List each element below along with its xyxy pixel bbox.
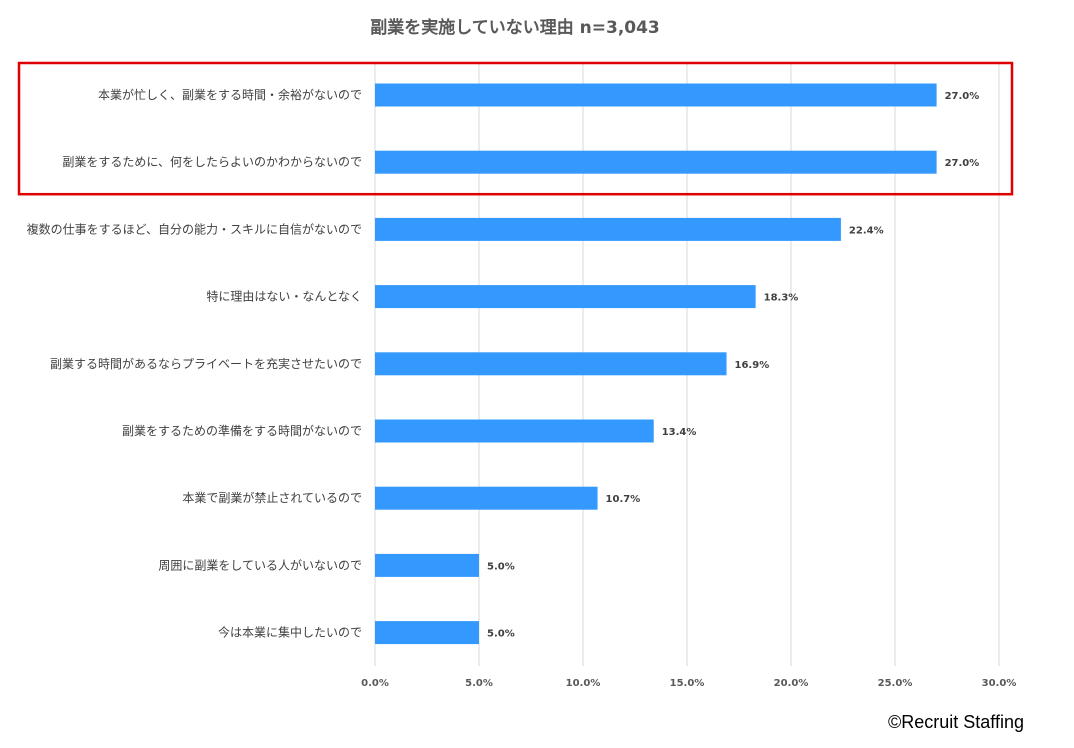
- data-label: 27.0%: [945, 158, 980, 169]
- bar: [375, 621, 479, 645]
- highlight-box: [17, 61, 1014, 196]
- category-label: 副業をするための準備をする時間がないので: [122, 423, 362, 438]
- bar: [375, 217, 841, 241]
- data-label: 10.7%: [606, 494, 641, 505]
- data-label: 18.3%: [764, 293, 799, 304]
- data-label: 16.9%: [735, 360, 770, 371]
- data-label: 27.0%: [945, 91, 980, 102]
- bar: [375, 419, 654, 443]
- data-labels: 27.0% 27.0% 22.4% 18.3% 16.9% 13.4% 10.7% 5.0% 5…: [487, 91, 979, 640]
- category-label: 本業が忙しく、副業をする時間・余裕がないので: [98, 87, 362, 102]
- data-label: 13.4%: [662, 427, 697, 438]
- category-label: 副業する時間があるならプライベートを充実させたいので: [50, 356, 362, 371]
- bar: [375, 285, 756, 309]
- bar: [375, 352, 727, 376]
- data-label: 22.4%: [849, 225, 884, 236]
- data-label: 5.0%: [487, 629, 515, 640]
- x-tick-label: 15.0%: [670, 678, 705, 689]
- x-tick-label: 0.0%: [361, 678, 389, 689]
- bar: [375, 83, 937, 107]
- category-label: 特に理由はない・なんとなく: [206, 289, 362, 304]
- x-tick-label: 30.0%: [982, 678, 1017, 689]
- category-label: 今は本業に集中したいので: [218, 625, 362, 640]
- x-tick-label: 25.0%: [878, 678, 913, 689]
- x-axis-tick-labels: 0.0% 5.0% 10.0% 15.0% 20.0% 25.0% 30.0%: [361, 678, 1016, 689]
- credit-text: ©Recruit Staffing: [888, 712, 1024, 732]
- category-label: 周囲に副業をしている人がいないので: [158, 557, 362, 572]
- x-tick-label: 20.0%: [774, 678, 809, 689]
- category-label: 本業で副業が禁止されているので: [182, 490, 362, 505]
- bar: [375, 553, 479, 577]
- data-label: 5.0%: [487, 561, 515, 572]
- bar: [375, 150, 937, 174]
- category-label: 複数の仕事をするほど、自分の能力・スキルに自信がないので: [27, 221, 362, 236]
- chart-title: 副業を実施していない理由 n=3,043: [370, 17, 660, 38]
- category-label: 副業をするために、何をしたらよいのかわからないので: [62, 155, 362, 169]
- x-tick-label: 5.0%: [465, 678, 493, 689]
- x-tick-label: 10.0%: [566, 678, 601, 689]
- category-labels: 本業が忙しく、副業をする時間・余裕がないので副業をするために、何をしたらよいのか…: [27, 87, 362, 640]
- bars: [375, 83, 937, 645]
- bar: [375, 486, 598, 510]
